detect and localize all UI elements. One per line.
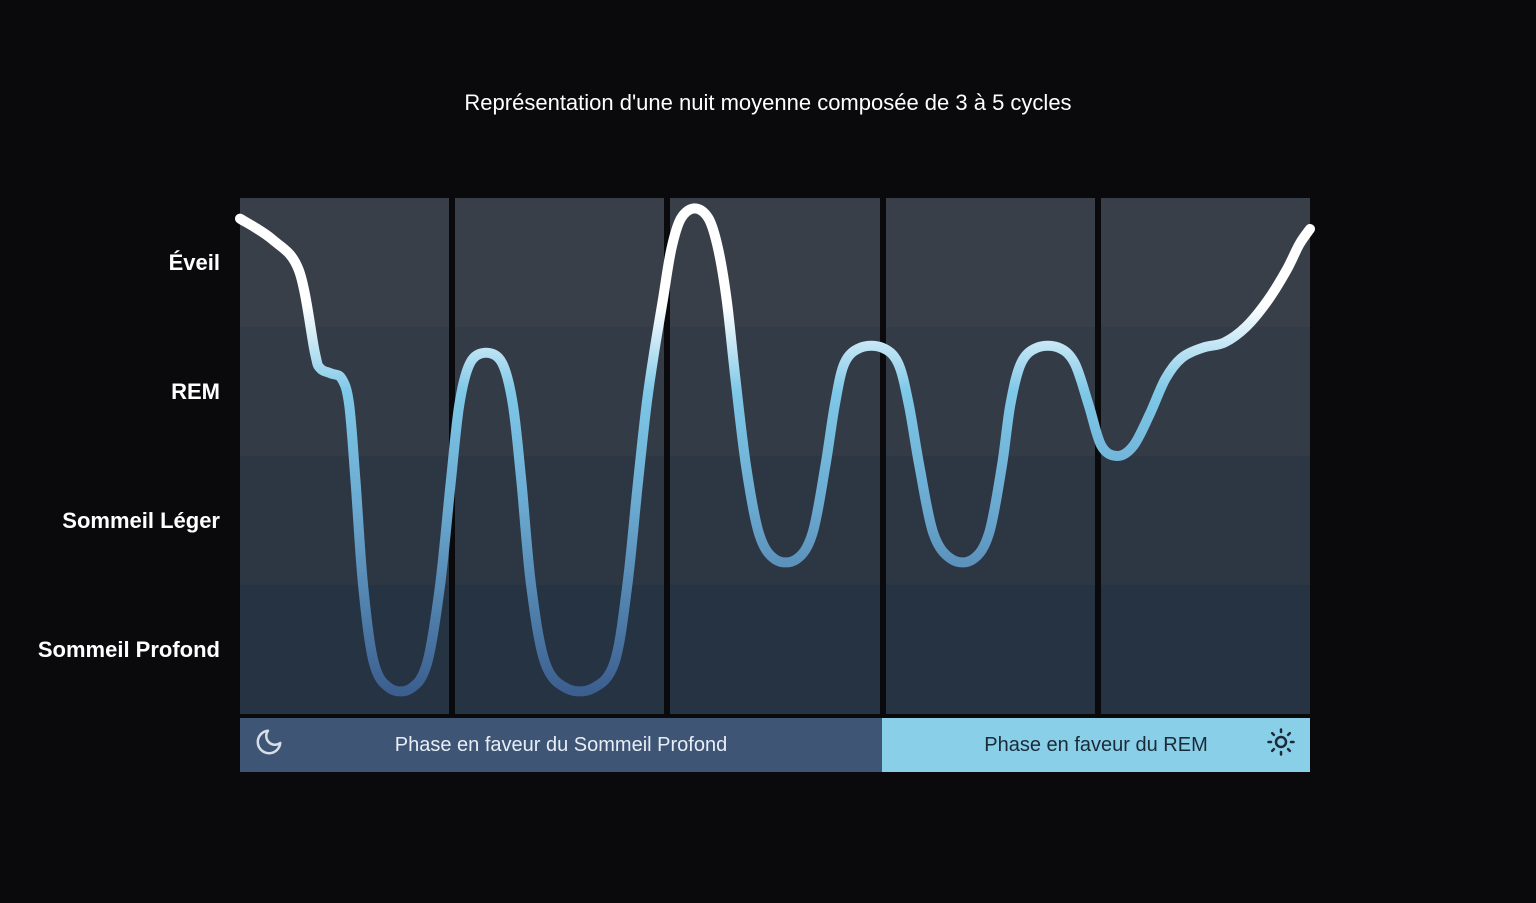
legend-bar: Phase en faveur du Sommeil Profond Phase … — [240, 718, 1310, 772]
legend-label-0: Phase en faveur du Sommeil Profond — [395, 734, 727, 757]
moon-icon — [254, 727, 284, 763]
ylabel-1: REM — [171, 379, 220, 405]
ylabel-2: Sommeil Léger — [62, 508, 220, 534]
ylabel-3: Sommeil Profond — [38, 637, 220, 663]
sun-icon — [1266, 727, 1296, 763]
sleep-line — [240, 208, 1310, 691]
ylabel-0: Éveil — [169, 250, 220, 276]
chart-title: Représentation d'une nuit moyenne compos… — [0, 90, 1536, 116]
legend-seg-1: Phase en faveur du REM — [882, 718, 1310, 772]
legend-seg-0: Phase en faveur du Sommeil Profond — [240, 718, 882, 772]
sleep-curve — [240, 198, 1310, 714]
sleep-chart — [240, 198, 1310, 714]
legend-label-1: Phase en faveur du REM — [984, 734, 1207, 757]
y-axis-labels: Éveil REM Sommeil Léger Sommeil Profond — [0, 198, 240, 714]
